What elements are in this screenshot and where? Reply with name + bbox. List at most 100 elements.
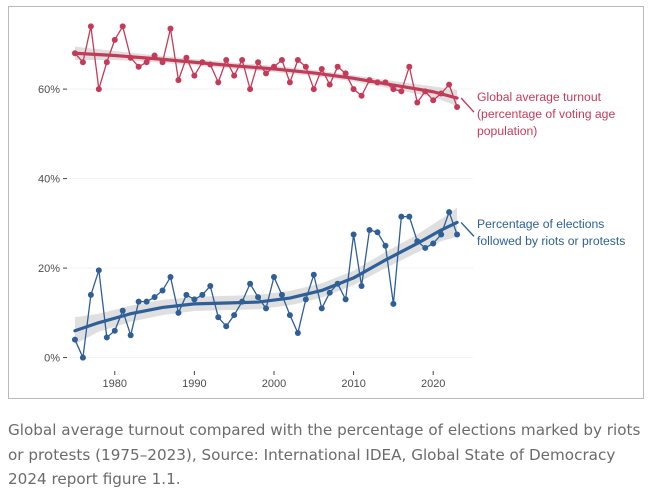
turnout-point-2013 xyxy=(374,79,381,86)
riots-point-2016 xyxy=(398,213,405,220)
turnout-point-2021 xyxy=(438,90,445,97)
turnout-point-2010 xyxy=(350,86,357,93)
turnout-point-2020 xyxy=(430,97,437,104)
riots-point-1993 xyxy=(215,314,222,321)
turnout-point-1988 xyxy=(175,77,182,84)
turnout-point-1985 xyxy=(151,52,158,59)
chart: 0% 20% 40% 60% 1980 1990 2000 2010 2020 Global a… xyxy=(38,13,625,390)
riots-point-2022 xyxy=(446,209,453,216)
turnout-point-1998 xyxy=(255,59,262,66)
turnout-point-1990 xyxy=(191,72,198,79)
turnout-point-1987 xyxy=(167,25,174,32)
riots-confidence-band xyxy=(74,207,458,345)
riots-point-2021 xyxy=(438,231,445,238)
turnout-point-2006 xyxy=(318,65,325,72)
turnout-point-2005 xyxy=(310,86,317,93)
riots-point-1977 xyxy=(87,291,94,298)
turnout-point-2012 xyxy=(366,77,373,84)
riots-point-1995 xyxy=(231,312,238,319)
x-tick-label-1: 1990 xyxy=(182,378,206,390)
turnout-point-2009 xyxy=(342,70,349,77)
turnout-label-leader xyxy=(460,97,475,113)
riots-point-2005 xyxy=(310,271,317,278)
riots-point-2000 xyxy=(270,274,277,281)
riots-point-2001 xyxy=(278,291,285,298)
turnout-point-2015 xyxy=(390,86,397,93)
turnout-point-1991 xyxy=(199,59,206,66)
turnout-point-2022 xyxy=(446,81,453,88)
turnout-point-1997 xyxy=(247,86,254,93)
x-tick-label-0: 1980 xyxy=(103,378,127,390)
turnout-point-2001 xyxy=(278,56,285,63)
riots-point-1976 xyxy=(79,354,86,361)
riots-point-1996 xyxy=(239,298,246,305)
riots-point-1999 xyxy=(263,305,270,312)
turnout-point-1986 xyxy=(159,59,166,66)
turnout-point-2007 xyxy=(326,81,333,88)
riots-point-1992 xyxy=(207,282,214,289)
riots-point-1984 xyxy=(143,298,150,305)
riots-point-1981 xyxy=(119,307,126,314)
riots-point-2017 xyxy=(406,213,413,220)
y-tick-label-3: 60% xyxy=(38,84,60,96)
riots-point-2002 xyxy=(286,312,293,319)
y-tick-label-1: 20% xyxy=(38,263,60,275)
turnout-point-1979 xyxy=(103,59,110,66)
riots-point-1989 xyxy=(183,291,190,298)
turnout-point-1982 xyxy=(127,54,134,61)
riots-point-2007 xyxy=(326,289,333,296)
turnout-point-1999 xyxy=(263,70,270,77)
turnout-point-2023 xyxy=(454,103,461,110)
x-tick-label-4: 2020 xyxy=(421,378,445,390)
riots-point-1987 xyxy=(167,274,174,281)
turnout-point-2008 xyxy=(334,63,341,70)
riots-point-2004 xyxy=(302,296,309,303)
riots-series-label: Percentage of elections followed by riots… xyxy=(477,217,625,248)
riots-point-1983 xyxy=(135,298,142,305)
riots-label-leader xyxy=(460,221,475,237)
turnout-point-1978 xyxy=(95,86,102,93)
riots-label-line-0: Percentage of elections xyxy=(477,217,604,231)
riots-point-2015 xyxy=(390,300,397,307)
riots-point-1978 xyxy=(95,267,102,274)
turnout-point-1996 xyxy=(239,56,246,63)
turnout-label-line-0: Global average turnout xyxy=(477,90,602,104)
riots-point-2013 xyxy=(374,229,381,236)
riots-point-2014 xyxy=(382,242,389,249)
turnout-point-2017 xyxy=(406,63,413,70)
turnout-point-2014 xyxy=(382,79,389,86)
turnout-point-1992 xyxy=(207,61,214,68)
riots-point-2006 xyxy=(318,305,325,312)
turnout-point-2019 xyxy=(422,88,429,95)
y-tick-label-2: 40% xyxy=(38,174,60,186)
riots-point-1990 xyxy=(191,296,198,303)
turnout-point-1976 xyxy=(79,59,86,66)
turnout-point-2018 xyxy=(414,99,421,106)
riots-point-1991 xyxy=(199,291,206,298)
riots-point-2011 xyxy=(358,282,365,289)
riots-point-1988 xyxy=(175,309,182,316)
turnout-point-1994 xyxy=(223,56,230,63)
turnout-point-1981 xyxy=(119,23,126,30)
riots-point-2003 xyxy=(294,329,301,336)
riots-point-2009 xyxy=(342,296,349,303)
riots-point-1975 xyxy=(71,336,78,343)
turnout-point-1983 xyxy=(135,63,142,70)
x-tick-label-2: 2000 xyxy=(262,378,286,390)
turnout-point-1993 xyxy=(215,79,222,86)
x-tick-label-3: 2010 xyxy=(341,378,365,390)
turnout-point-1975 xyxy=(71,50,78,57)
turnout-point-2004 xyxy=(302,63,309,70)
figure-caption: Global average turnout compared with the… xyxy=(8,421,641,488)
turnout-point-2002 xyxy=(286,79,293,86)
riots-point-2023 xyxy=(454,231,461,238)
riots-point-1997 xyxy=(247,280,254,287)
turnout-point-1984 xyxy=(143,59,150,66)
turnout-point-1995 xyxy=(231,72,238,79)
riots-point-1979 xyxy=(103,334,110,341)
riots-point-2008 xyxy=(334,280,341,287)
turnout-series-label: Global average turnout (percentage of vot… xyxy=(477,90,615,138)
riots-point-1980 xyxy=(111,327,118,334)
riots-point-1985 xyxy=(151,294,158,301)
riots-point-2018 xyxy=(414,238,421,245)
